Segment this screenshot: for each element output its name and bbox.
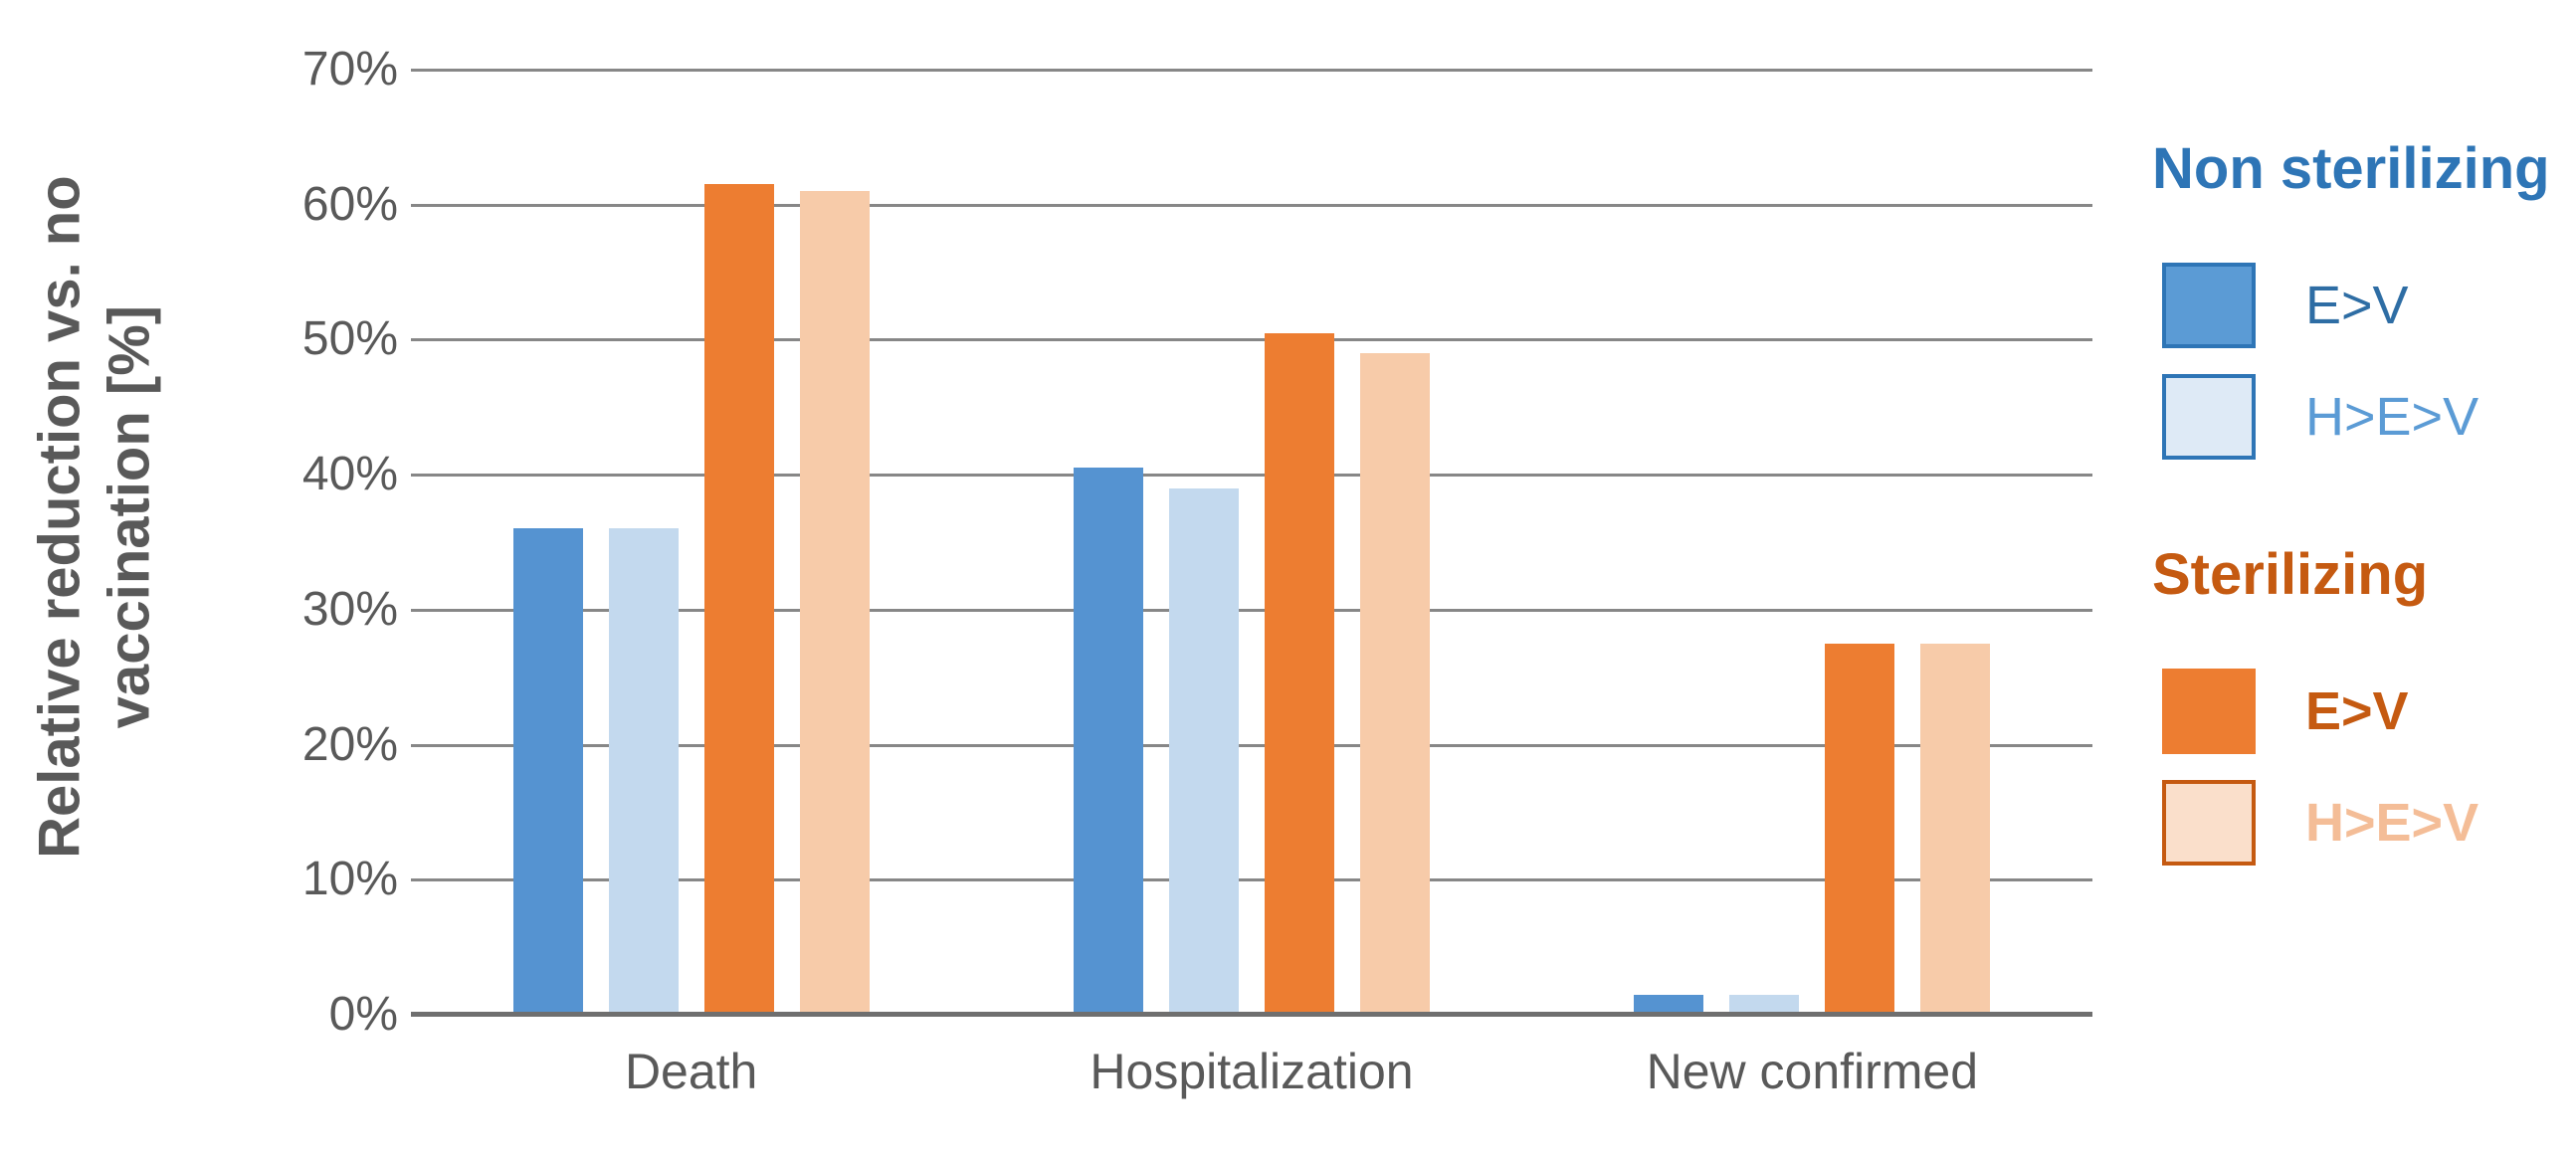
gridline-60% [411, 203, 2092, 207]
bar-non-sterilizing-e-v-death [512, 528, 583, 1015]
y-tick-label-0%: 0% [328, 988, 398, 1041]
category-label-death: Death [624, 1044, 758, 1099]
bar-non-sterilizing-h-e-v-hospitalization [1168, 487, 1239, 1015]
bar-sterilizing-h-e-v-new-confirmed [1920, 643, 1991, 1015]
bar-sterilizing-e-v-new-confirmed [1825, 643, 1895, 1015]
y-tick-label-40%: 40% [301, 448, 398, 501]
bar-non-sterilizing-h-e-v-death [608, 528, 679, 1015]
category-label-hospitalization: Hospitalization [1090, 1044, 1414, 1099]
bar-group-hospitalization [971, 70, 1531, 1015]
legend-label: E>V [2305, 680, 2409, 741]
category-labels: Death Hospitalization New confirmed [411, 1043, 2092, 1100]
legend-item-non-sterilizing-e-v: E>V [2134, 262, 2572, 348]
y-axis-title-line-2: vaccination [%] [97, 305, 162, 729]
gridline-30% [411, 608, 2092, 612]
legend-swatch-icon [2162, 668, 2256, 754]
gridline-50% [411, 338, 2092, 342]
legend-section-non-sterilizing: Non sterilizing E>V H>E>V [2134, 137, 2572, 460]
legend-label: H>E>V [2305, 386, 2479, 447]
gridline-10% [411, 878, 2092, 882]
gridline-40% [411, 474, 2092, 478]
gridline-20% [411, 743, 2092, 747]
legend-label: E>V [2305, 275, 2409, 335]
bar-group-new-confirmed [1532, 70, 2092, 1015]
bar-non-sterilizing-h-e-v-new-confirmed [1729, 994, 1800, 1015]
y-tick-label-50%: 50% [301, 312, 398, 366]
y-tick-label-70%: 70% [301, 43, 398, 96]
legend-title-sterilizing: Sterilizing [2152, 541, 2429, 607]
legend-item-sterilizing-e-v: E>V [2134, 668, 2572, 754]
legend: Non sterilizing E>V H>E>V Sterilizing E>V H>E… [2134, 137, 2572, 866]
y-tick-label-30%: 30% [301, 582, 398, 636]
bar-sterilizing-h-e-v-death [799, 191, 870, 1015]
legend-label: H>E>V [2305, 792, 2479, 853]
plot-area [411, 69, 2092, 1017]
bar-groups [411, 70, 2092, 1015]
bar-group-death [411, 70, 971, 1015]
category-label-new-confirmed: New confirmed [1646, 1044, 1979, 1099]
legend-item-non-sterilizing-h-e-v: H>E>V [2134, 373, 2572, 460]
y-tick-label-10%: 10% [301, 853, 398, 906]
legend-item-sterilizing-h-e-v: H>E>V [2134, 779, 2572, 866]
bar-sterilizing-e-v-hospitalization [1264, 332, 1334, 1015]
gridline-70% [411, 69, 2092, 72]
legend-swatch-icon [2162, 262, 2256, 348]
y-tick-label-60%: 60% [301, 177, 398, 231]
legend-swatch-icon [2162, 779, 2256, 866]
bar-sterilizing-h-e-v-hospitalization [1359, 353, 1430, 1015]
legend-section-sterilizing: Sterilizing E>V H>E>V [2134, 541, 2572, 866]
bar-non-sterilizing-e-v-new-confirmed [1634, 994, 1704, 1015]
legend-swatch-icon [2162, 373, 2256, 460]
y-axis-title-line-1: Relative reduction vs. no [27, 175, 93, 860]
x-axis-line [411, 1012, 2092, 1017]
bar-sterilizing-e-v-death [703, 184, 774, 1015]
bar-non-sterilizing-e-v-hospitalization [1073, 468, 1143, 1015]
y-tick-label-20%: 20% [301, 717, 398, 771]
legend-title-non-sterilizing: Non sterilizing [2152, 136, 2550, 201]
